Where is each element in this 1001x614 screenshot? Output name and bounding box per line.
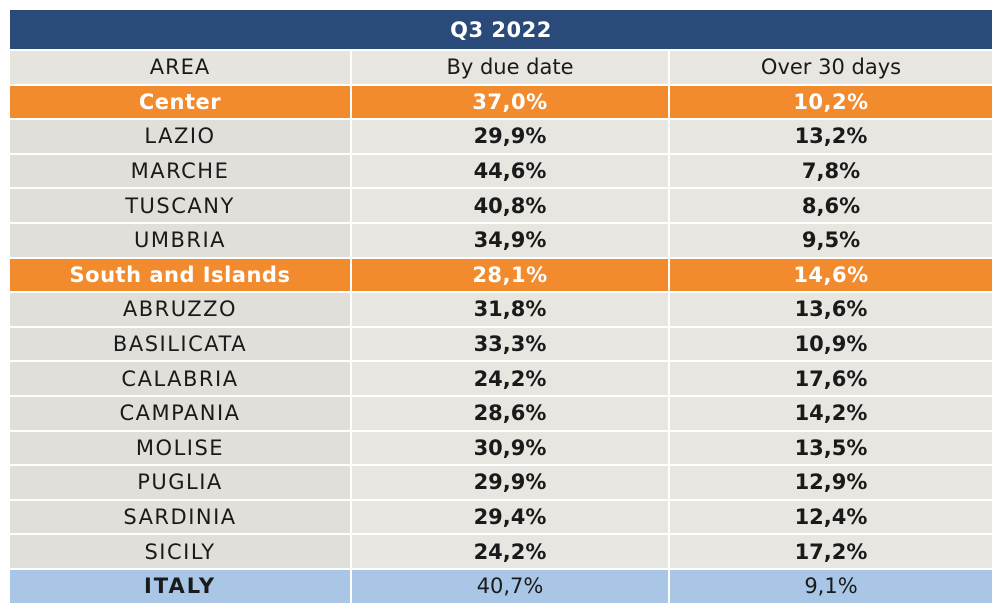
by-due-date-cell: 28,1% — [350, 256, 670, 294]
over-30-days-cell: 10,2% — [668, 83, 994, 121]
area-cell: South and Islands — [8, 256, 352, 294]
area-cell: Center — [8, 83, 352, 121]
table-row: SICILY 24,2% 17,2% — [8, 533, 994, 570]
table-row: MOLISE 30,9% 13,5% — [8, 429, 994, 467]
table-row: CALABRIA 24,2% 17,6% — [8, 360, 994, 397]
by-due-date-cell: 37,0% — [350, 83, 670, 121]
over-30-days-cell: 12,4% — [668, 498, 994, 536]
area-cell: LAZIO — [8, 118, 352, 155]
area-cell: CAMPANIA — [8, 394, 352, 432]
by-due-date-cell: 29,9% — [350, 464, 670, 501]
total-row: ITALY 40,7% 9,1% — [8, 567, 994, 605]
over-30-days-cell: 13,6% — [668, 291, 994, 328]
column-header-over-30-days: Over 30 days — [668, 49, 994, 86]
over-30-days-cell: 17,2% — [668, 533, 994, 570]
over-30-days-cell: 13,2% — [668, 118, 994, 155]
by-due-date-cell: 33,3% — [350, 325, 670, 363]
area-cell: BASILICATA — [8, 325, 352, 363]
area-cell: MARCHE — [8, 152, 352, 190]
by-due-date-cell: 31,8% — [350, 291, 670, 328]
area-cell: SICILY — [8, 533, 352, 570]
by-due-date-cell: 24,2% — [350, 533, 670, 570]
area-cell: UMBRIA — [8, 221, 352, 259]
table-row: SARDINIA 29,4% 12,4% — [8, 498, 994, 536]
over-30-days-cell: 14,6% — [668, 256, 994, 294]
table-row: CAMPANIA 28,6% 14,2% — [8, 394, 994, 432]
area-cell: MOLISE — [8, 429, 352, 467]
over-30-days-cell: 17,6% — [668, 360, 994, 397]
over-30-days-cell: 9,1% — [668, 567, 994, 605]
by-due-date-cell: 29,4% — [350, 498, 670, 536]
table-title: Q3 2022 — [8, 8, 994, 51]
column-header-row: AREA By due date Over 30 days — [8, 49, 994, 86]
by-due-date-cell: 34,9% — [350, 221, 670, 259]
by-due-date-cell: 28,6% — [350, 394, 670, 432]
over-30-days-cell: 13,5% — [668, 429, 994, 467]
by-due-date-cell: 30,9% — [350, 429, 670, 467]
area-cell: SARDINIA — [8, 498, 352, 536]
area-cell: ABRUZZO — [8, 291, 352, 328]
table-row: ABRUZZO 31,8% 13,6% — [8, 291, 994, 328]
area-cell: PUGLIA — [8, 464, 352, 501]
over-30-days-cell: 14,2% — [668, 394, 994, 432]
title-row: Q3 2022 — [8, 8, 994, 51]
macro-area-row: South and Islands 28,1% 14,6% — [8, 256, 994, 294]
over-30-days-cell: 12,9% — [668, 464, 994, 501]
table-row: PUGLIA 29,9% 12,9% — [8, 464, 994, 501]
by-due-date-cell: 44,6% — [350, 152, 670, 190]
by-due-date-cell: 40,7% — [350, 567, 670, 605]
area-cell: ITALY — [8, 567, 352, 605]
table-row: MARCHE 44,6% 7,8% — [8, 152, 994, 190]
table-row: BASILICATA 33,3% 10,9% — [8, 325, 994, 363]
over-30-days-cell: 10,9% — [668, 325, 994, 363]
over-30-days-cell: 9,5% — [668, 221, 994, 259]
by-due-date-cell: 40,8% — [350, 187, 670, 224]
column-header-area: AREA — [8, 49, 352, 86]
by-due-date-cell: 29,9% — [350, 118, 670, 155]
over-30-days-cell: 8,6% — [668, 187, 994, 224]
table-row: LAZIO 29,9% 13,2% — [8, 118, 994, 155]
over-30-days-cell: 7,8% — [668, 152, 994, 190]
macro-area-row: Center 37,0% 10,2% — [8, 83, 994, 121]
table-row: TUSCANY 40,8% 8,6% — [8, 187, 994, 224]
area-cell: CALABRIA — [8, 360, 352, 397]
payment-delays-table: Q3 2022 AREA By due date Over 30 days Ce… — [8, 8, 994, 605]
area-cell: TUSCANY — [8, 187, 352, 224]
by-due-date-cell: 24,2% — [350, 360, 670, 397]
column-header-by-due-date: By due date — [350, 49, 670, 86]
table-row: UMBRIA 34,9% 9,5% — [8, 221, 994, 259]
